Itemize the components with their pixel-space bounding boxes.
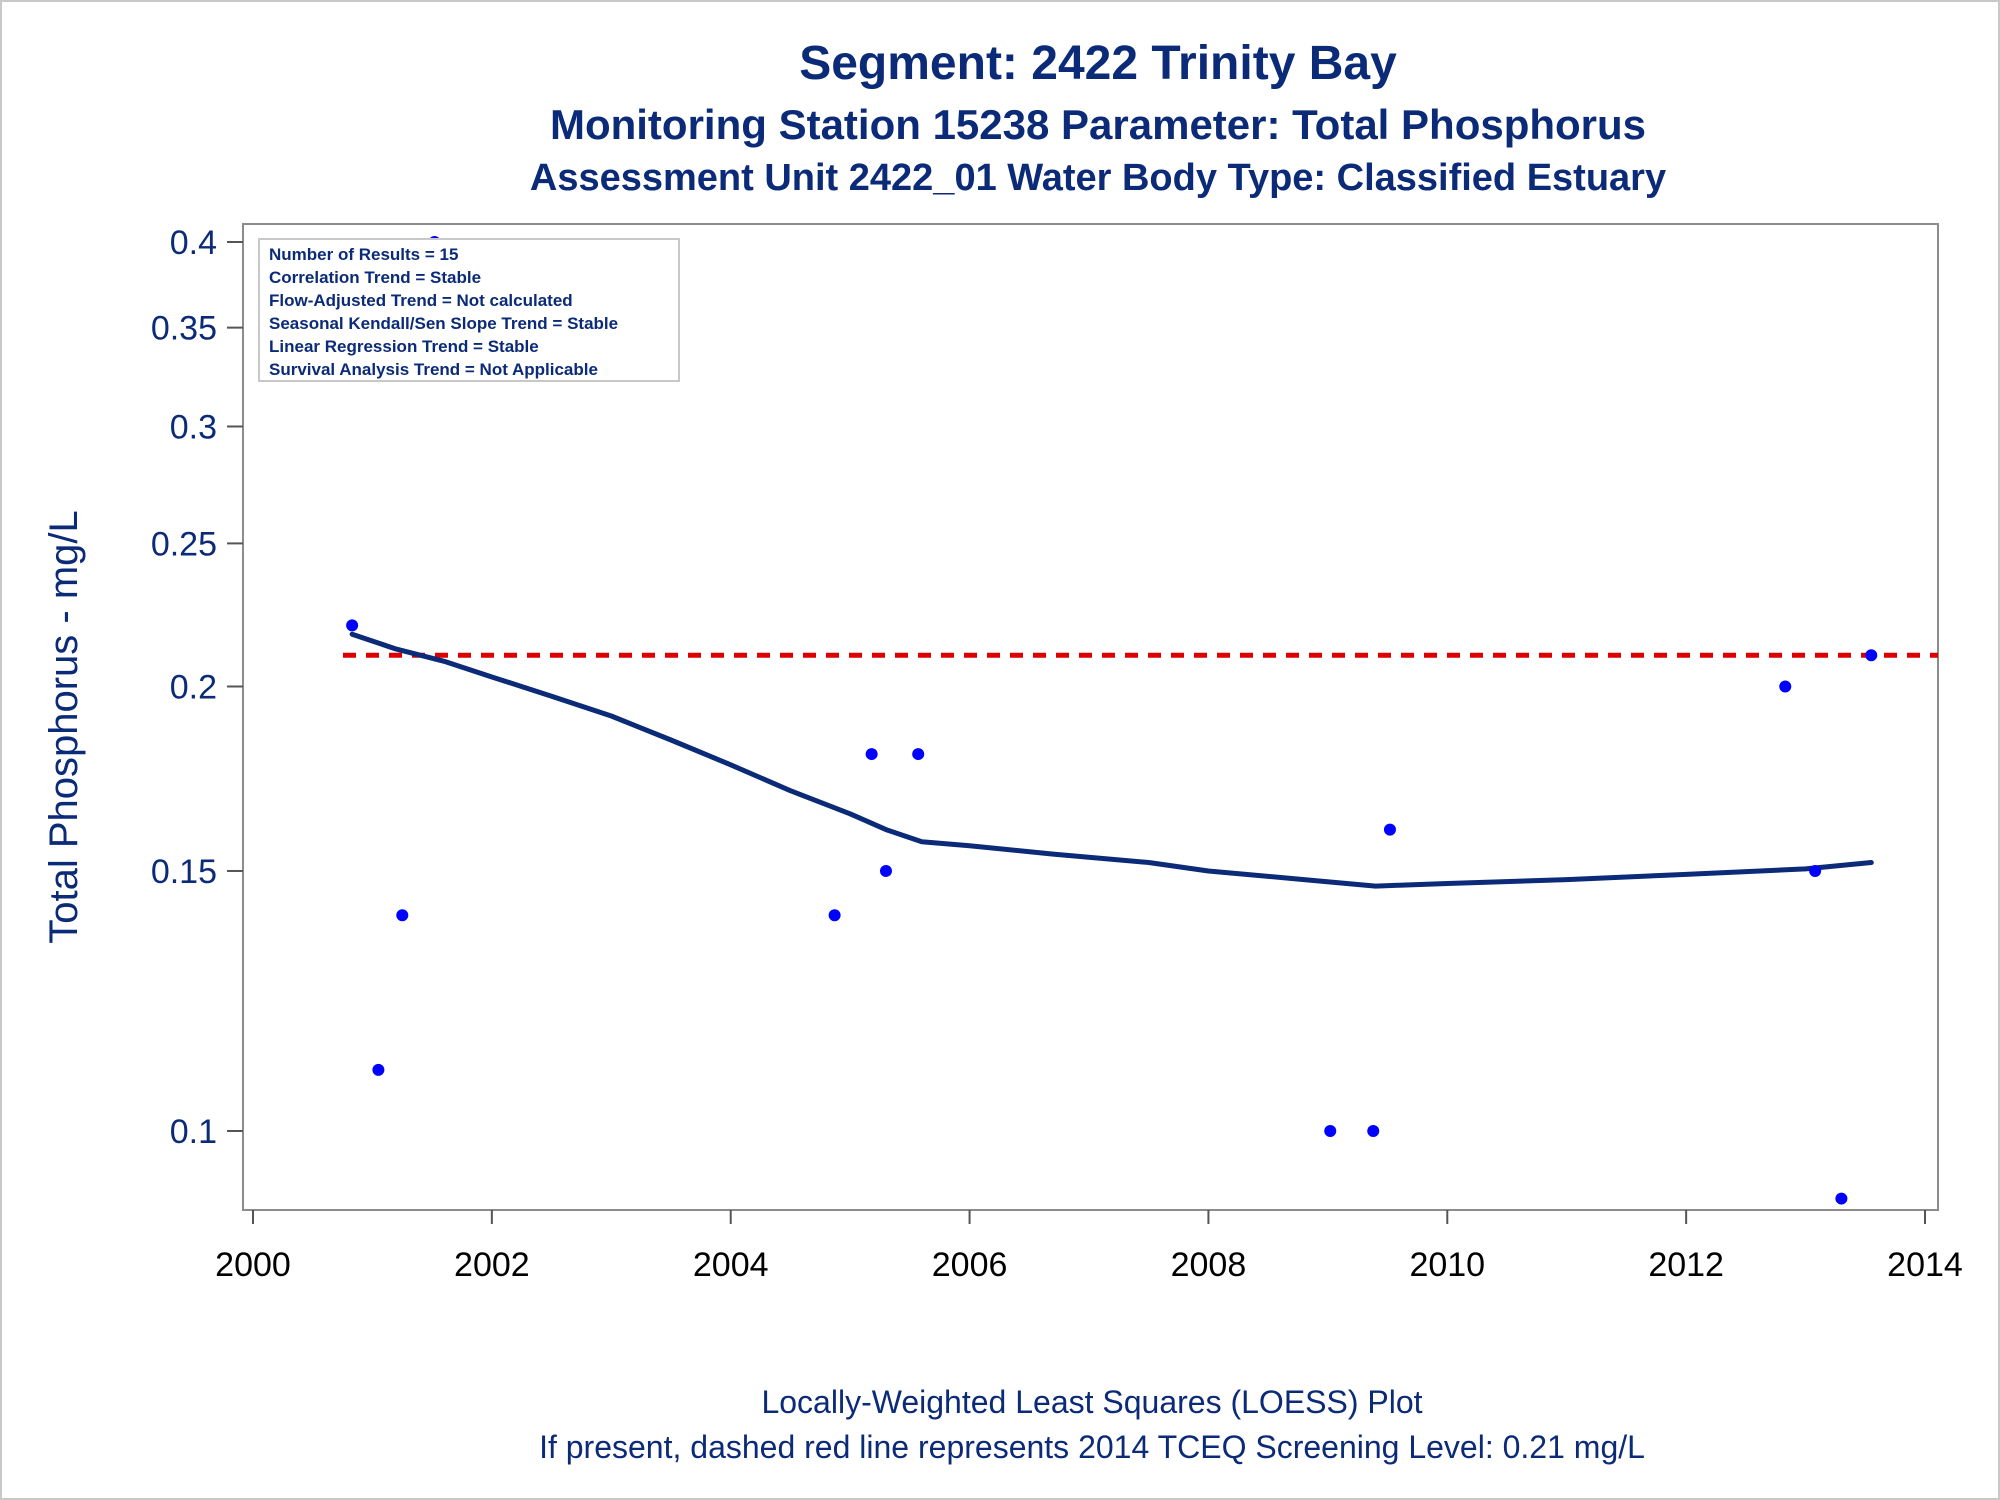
data-point [1383,823,1396,836]
x-tick-label: 2012 [1648,1246,1724,1284]
stats-line: Survival Analysis Trend = Not Applicable [269,360,598,379]
x-tick-label: 2000 [215,1246,291,1284]
y-tick-label: 0.1 [170,1113,217,1151]
y-tick-label: 0.2 [170,669,217,707]
data-point [1367,1125,1380,1137]
stats-line: Seasonal Kendall/Sen Slope Trend = Stabl… [269,314,618,333]
loess-line-layer [349,631,1874,889]
data-point [865,748,878,761]
y-tick-label: 0.4 [170,224,217,262]
y-axis: 0.4 0.35 0.3 0.25 0.2 0.15 0.1 [151,224,243,1151]
stats-line: Flow-Adjusted Trend = Not calculated [269,291,573,310]
chart-subtitle-2: Assessment Unit 2422_01 Water Body Type:… [530,157,1666,199]
y-tick-label: 0.15 [151,853,217,891]
y-tick-label: 0.35 [151,310,217,348]
footnote-screening-level: If present, dashed red line represents 2… [539,1429,1645,1465]
x-tick-label: 2014 [1887,1246,1963,1284]
x-tick-label: 2010 [1409,1246,1485,1284]
data-point [1779,680,1792,693]
data-points-layer [346,236,1878,1205]
stats-line: Number of Results = 15 [269,245,458,264]
y-axis-label: Total Phosphorus - mg/L [42,510,86,944]
y-tick-label: 0.25 [151,525,217,563]
x-tick-label: 2004 [693,1246,769,1284]
data-point [396,909,409,922]
x-axis: 2000 2002 2004 2006 2008 2010 2012 2014 [215,1210,1963,1284]
data-point [912,748,925,761]
data-point [1324,1125,1337,1137]
footnote-loess: Locally-Weighted Least Squares (LOESS) P… [761,1384,1422,1420]
data-point [1835,1192,1848,1205]
data-point [346,619,359,632]
data-point [1809,864,1822,877]
chart-title: Segment: 2422 Trinity Bay [799,37,1397,90]
data-point [879,864,892,877]
y-tick-label: 0.3 [170,408,217,446]
stats-line: Linear Regression Trend = Stable [269,337,539,356]
plot-area [242,223,1939,1211]
data-point [828,909,841,922]
x-tick-label: 2008 [1171,1246,1247,1284]
chart-subtitle: Monitoring Station 15238 Parameter: Tota… [550,101,1646,148]
data-point [1865,649,1878,662]
x-tick-label: 2002 [454,1246,530,1284]
loess-trend-line [349,631,1874,889]
data-point [372,1063,385,1076]
stats-line: Correlation Trend = Stable [269,268,481,287]
stats-box-border [258,238,680,382]
x-tick-label: 2006 [932,1246,1008,1284]
stats-box: Number of Results = 15 Correlation Trend … [258,238,680,382]
